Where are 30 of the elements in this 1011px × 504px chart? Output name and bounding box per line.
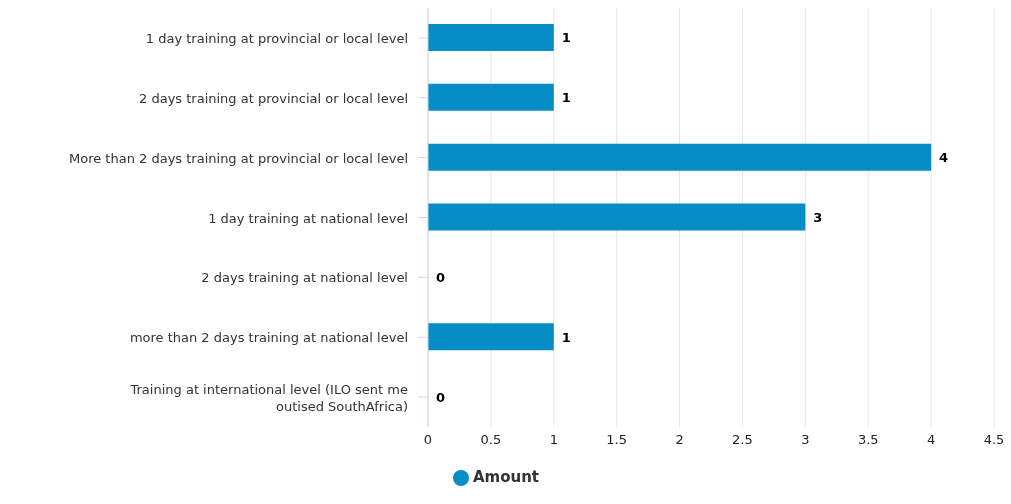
data-label: 1 xyxy=(561,329,571,345)
data-label: 1 xyxy=(561,90,571,106)
x-tick-label: 4 xyxy=(926,432,936,448)
x-tick-label: 2.5 xyxy=(732,432,753,448)
bar xyxy=(428,323,554,351)
x-tick-label: 0 xyxy=(423,432,433,448)
bar xyxy=(428,143,932,171)
y-tick-label: Training at international level (ILO sent me outised SouthAfrica) xyxy=(129,381,408,414)
x-tick-label: 1.5 xyxy=(606,432,628,448)
y-tick-label: 1 day training at national level xyxy=(208,210,408,225)
y-tick-label: 2 days training at provincial or local level xyxy=(139,90,408,106)
y-tick-label: 2 days training at national level xyxy=(201,269,408,285)
data-label: 0 xyxy=(436,269,446,285)
bar xyxy=(428,203,806,231)
x-tick-label: 3.5 xyxy=(857,432,879,448)
bar xyxy=(428,24,554,51)
data-label: 3 xyxy=(813,210,823,225)
y-tick-label: More than 2 days training at provincial or local level xyxy=(69,150,408,166)
data-label: 4 xyxy=(939,150,949,166)
legend-label: Amount xyxy=(472,468,540,486)
data-label: 1 xyxy=(561,30,571,46)
bar xyxy=(428,83,554,111)
x-tick-label: 2 xyxy=(675,432,684,448)
x-tick-label: 3 xyxy=(801,432,810,448)
y-tick-label: 1 day training at provincial or local level xyxy=(145,30,408,46)
y-tick-label: more than 2 days training at national level xyxy=(129,329,408,345)
x-tick-label: 1 xyxy=(549,432,558,448)
x-tick-label: 0.5 xyxy=(480,432,502,448)
x-tick-label: 4.5 xyxy=(983,432,1005,448)
data-label: 0 xyxy=(436,389,446,405)
